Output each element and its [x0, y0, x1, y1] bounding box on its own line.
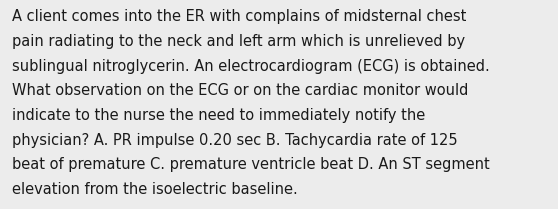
Text: A client comes into the ER with complains of midsternal chest: A client comes into the ER with complain…: [12, 9, 466, 24]
Text: beat of premature C. premature ventricle beat D. An ST segment: beat of premature C. premature ventricle…: [12, 157, 490, 172]
Text: sublingual nitroglycerin. An electrocardiogram (ECG) is obtained.: sublingual nitroglycerin. An electrocard…: [12, 59, 490, 74]
Text: What observation on the ECG or on the cardiac monitor would: What observation on the ECG or on the ca…: [12, 83, 469, 98]
Text: physician? A. PR impulse 0.20 sec B. Tachycardia rate of 125: physician? A. PR impulse 0.20 sec B. Tac…: [12, 133, 458, 148]
Text: pain radiating to the neck and left arm which is unrelieved by: pain radiating to the neck and left arm …: [12, 34, 465, 49]
Text: elevation from the isoelectric baseline.: elevation from the isoelectric baseline.: [12, 182, 298, 197]
Text: indicate to the nurse the need to immediately notify the: indicate to the nurse the need to immedi…: [12, 108, 426, 123]
